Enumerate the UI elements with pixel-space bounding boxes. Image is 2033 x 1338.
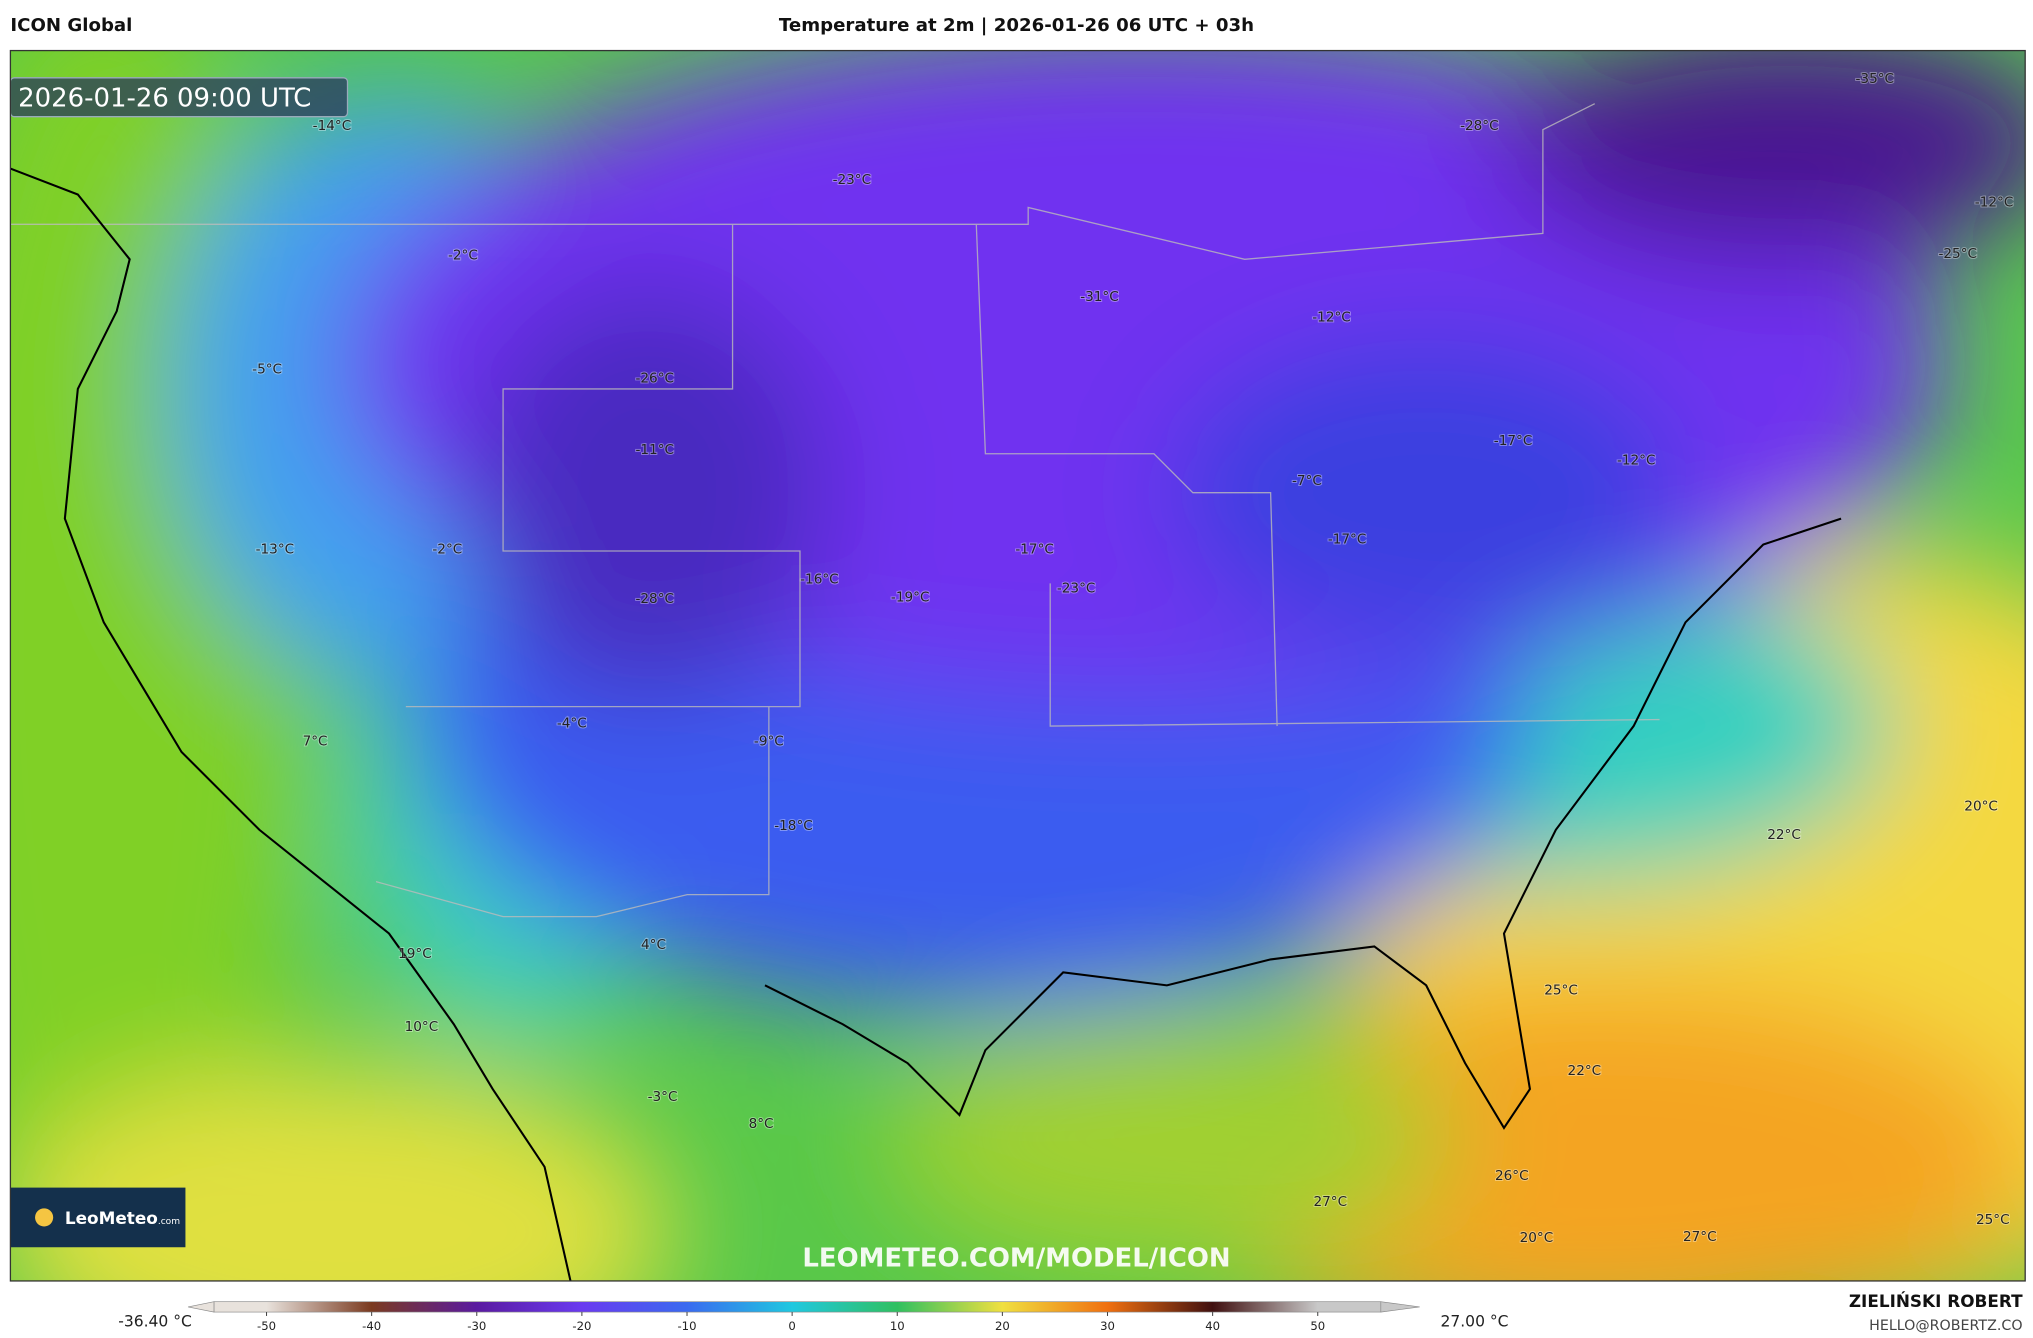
temperature-label: -3°C (648, 1089, 678, 1105)
temperature-label: 20°C (1964, 798, 1998, 814)
temperature-label: -9°C (754, 734, 784, 750)
model-name: ICON Global (10, 15, 132, 36)
temperature-label: 22°C (1568, 1063, 1602, 1079)
temperature-label: -11°C (635, 442, 674, 458)
colorbar-tick-label: 10 (890, 1319, 905, 1333)
colorbar-tick-label: 0 (788, 1319, 795, 1333)
temperature-label: 27°C (1683, 1229, 1717, 1245)
colorbar-tick-label: -30 (467, 1319, 486, 1333)
colorbar-tick-label: -10 (677, 1319, 696, 1333)
temperature-label: -2°C (448, 247, 478, 263)
colorbar-bar (213, 1301, 1382, 1313)
logo: LeoMeteo.com (65, 1208, 180, 1228)
temperature-label: 27°C (1313, 1194, 1347, 1210)
temperature-label: -28°C (635, 591, 674, 607)
colorbar-min: -36.40 °C (118, 1312, 192, 1330)
timestamp: 2026-01-26 09:00 UTC (18, 83, 311, 113)
temperature-label: -25°C (1938, 246, 1977, 262)
logo-text: LeoMeteo (65, 1208, 158, 1228)
author: ZIELIŃSKI ROBERT (1849, 1290, 2023, 1311)
colorbar-tick-label: -40 (362, 1319, 381, 1333)
colorbar-arrow (1380, 1301, 1420, 1313)
colorbar: -50 -40 -30 -20 -10 0 10 20 30 40 50 (187, 1301, 1420, 1333)
temperature-label: -23°C (1057, 581, 1096, 597)
temperature-label: -35°C (1856, 71, 1895, 87)
temperature-label: -4°C (557, 715, 587, 731)
colorbar-arrow (187, 1301, 215, 1313)
temperature-label: 22°C (1767, 827, 1801, 843)
temperature-label: -18°C (774, 818, 813, 834)
temperature-label: -5°C (252, 362, 282, 378)
colorbar-max: 27.00 °C (1440, 1312, 1508, 1330)
temperature-label: -12°C (1312, 310, 1351, 326)
temperature-label: 7°C (303, 734, 328, 750)
temperature-label: -19°C (891, 590, 930, 606)
temperature-label: -7°C (1292, 473, 1322, 489)
temperature-label: -28°C (1460, 118, 1499, 134)
temperature-label: 20°C (1520, 1230, 1554, 1246)
temperature-label: -12°C (1617, 452, 1656, 468)
email: HELLO@ROBERTZ.CO (1869, 1318, 2022, 1334)
temperature-label: -17°C (1494, 433, 1533, 449)
temperature-label: -23°C (833, 172, 872, 188)
temperature-label: -2°C (432, 542, 462, 558)
temperature-label: -26°C (635, 371, 674, 387)
colorbar-tick-label: 40 (1205, 1319, 1220, 1333)
logo-suffix: .com (158, 1217, 180, 1227)
temperature-label: -17°C (1328, 531, 1367, 547)
colorbar-tick-label: -50 (257, 1319, 276, 1333)
colorbar-tick-label: 50 (1310, 1319, 1325, 1333)
temperature-label: 19°C (398, 946, 432, 962)
temperature-label: -13°C (256, 542, 295, 558)
temperature-label: 26°C (1495, 1168, 1529, 1184)
temperature-label: 10°C (405, 1019, 439, 1035)
colorbar-tick-label: 30 (1100, 1319, 1115, 1333)
colorbar-tick-label: -20 (572, 1319, 591, 1333)
temperature-label: 25°C (1544, 983, 1578, 999)
temperature-label: 4°C (641, 937, 666, 953)
temperature-label: -31°C (1080, 289, 1119, 305)
temperature-label: -17°C (1015, 542, 1054, 558)
watermark: LEOMETEO.COM/MODEL/ICON (802, 1244, 1230, 1274)
temperature-label: -12°C (1975, 194, 2014, 210)
map-title: Temperature at 2m | 2026-01-26 06 UTC + … (779, 15, 1254, 36)
temperature-label: 8°C (749, 1116, 774, 1132)
temperature-label: -16°C (800, 572, 839, 588)
temperature-label: -14°C (313, 118, 352, 134)
temperature-label: 25°C (1976, 1212, 2010, 1228)
colorbar-tick-label: 20 (995, 1319, 1010, 1333)
